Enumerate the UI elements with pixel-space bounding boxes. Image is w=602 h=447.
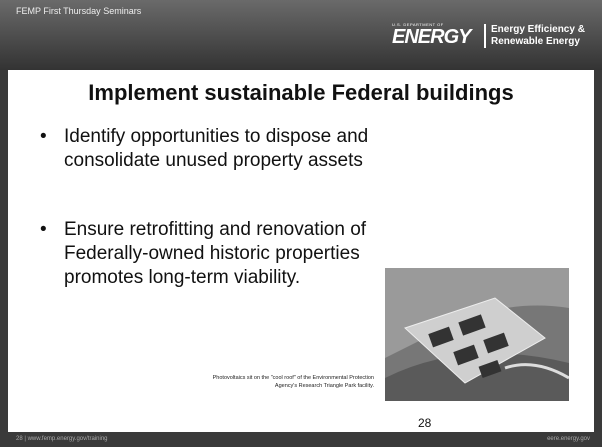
slide-title: Implement sustainable Federal buildings — [0, 80, 602, 106]
bullet: Ensure retrofitting and renovation of Fe… — [40, 218, 404, 290]
logo-office: Energy Efficiency & — [491, 24, 585, 35]
seminar-name: FEMP First Thursday Seminars — [16, 6, 141, 16]
doe-logo: U.S. DEPARTMENT OF ENERGY Energy Efficie… — [392, 22, 587, 52]
photo-caption: Photovoltaics sit on the "cool roof" of … — [200, 374, 374, 390]
logo-separator — [484, 24, 486, 48]
bullet: Identify opportunities to dispose and co… — [40, 125, 404, 173]
footer-text: eere.energy.gov — [547, 436, 590, 442]
page-number: 28 — [418, 416, 431, 430]
logo-office: Renewable Energy — [491, 36, 580, 47]
logo-word: ENERGY — [392, 26, 470, 49]
aerial-photo — [385, 268, 569, 401]
footer-text: 28 | www.femp.energy.gov/training — [16, 436, 108, 442]
slide-page: FEMP First Thursday Seminars U.S. DEPART… — [0, 0, 602, 447]
